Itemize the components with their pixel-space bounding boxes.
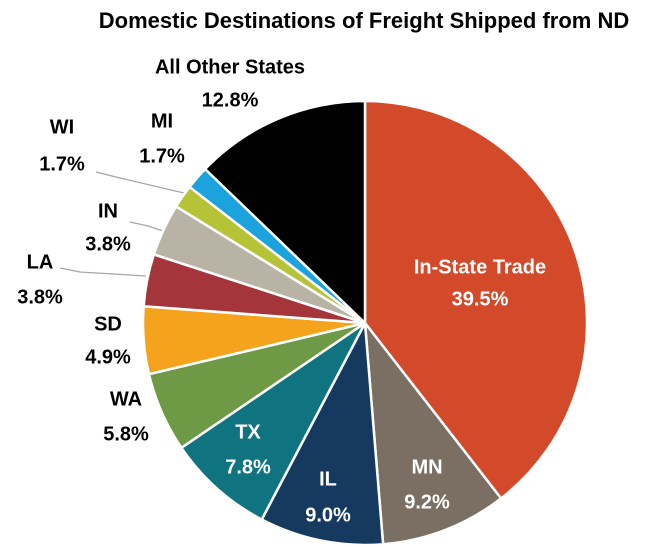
slice-value-label: 1.7% bbox=[39, 153, 85, 175]
slice-label: TX bbox=[235, 421, 261, 443]
slice-label: WA bbox=[110, 388, 142, 410]
slice-value-label: 9.2% bbox=[404, 491, 450, 513]
pie-slice bbox=[203, 99, 367, 326]
leader-lines bbox=[59, 171, 185, 277]
slice-label: WI bbox=[50, 116, 74, 138]
slice-value-label: 3.8% bbox=[17, 286, 63, 308]
pie-slice bbox=[260, 318, 385, 546]
pie-slice bbox=[363, 318, 503, 546]
leader-line bbox=[129, 221, 167, 233]
slice-value-label: 5.8% bbox=[103, 423, 149, 445]
pie-slice bbox=[179, 321, 367, 522]
slice-label: SD bbox=[94, 313, 122, 335]
chart-title: Domestic Destinations of Freight Shipped… bbox=[99, 8, 629, 33]
pie-slice bbox=[363, 99, 589, 501]
slice-label: MI bbox=[151, 110, 173, 132]
slice-label: In-State Trade bbox=[414, 256, 546, 278]
slice-value-label: 4.9% bbox=[85, 346, 131, 368]
leader-line bbox=[95, 171, 185, 194]
slice-value-label: 1.7% bbox=[139, 145, 185, 167]
slice-label: MN bbox=[411, 456, 442, 478]
slice-value-label: 12.8% bbox=[202, 89, 259, 111]
slice-label: IL bbox=[319, 468, 337, 490]
slice-value-label: 39.5% bbox=[452, 288, 509, 310]
slice-label: IN bbox=[98, 200, 118, 222]
slice-label: LA bbox=[27, 251, 54, 273]
slice-value-label: 9.0% bbox=[305, 504, 351, 526]
slice-value-label: 3.8% bbox=[85, 233, 131, 255]
slice-label: All Other States bbox=[155, 56, 305, 78]
leader-line bbox=[59, 267, 147, 277]
slice-value-label: 7.8% bbox=[225, 456, 271, 478]
